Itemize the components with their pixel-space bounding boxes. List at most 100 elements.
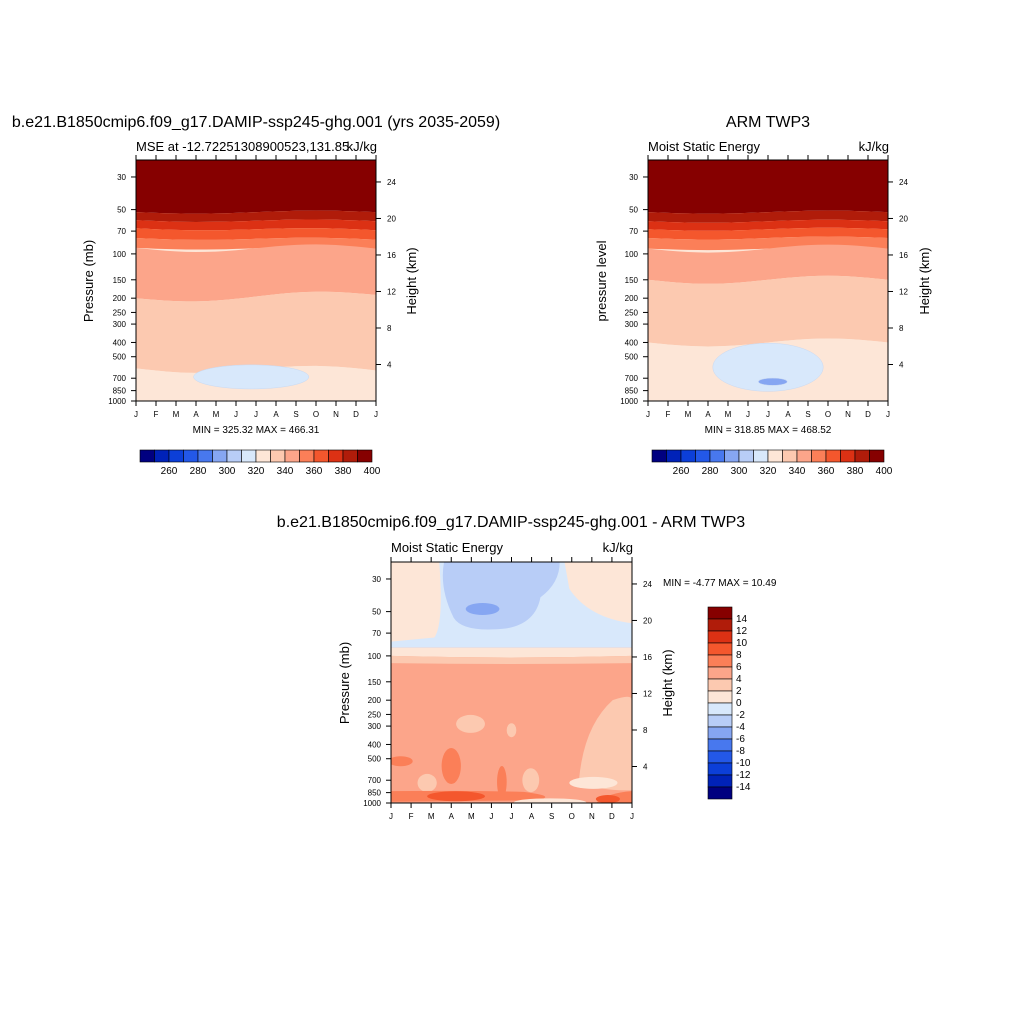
y-axis-label: Pressure (mb) (81, 240, 96, 322)
y-tick-label: 500 (113, 353, 127, 362)
panel-units: kJ/kg (347, 139, 377, 154)
y-tick-label: 300 (368, 722, 382, 731)
colorbar-swatch (139, 449, 155, 463)
colorbar-swatch (357, 449, 373, 463)
colorbar-swatch (707, 774, 733, 788)
x-tick-label: J (389, 812, 393, 821)
x-tick-label: F (666, 410, 671, 419)
colorbar-label: 14 (736, 614, 748, 625)
colorbar-swatch (212, 449, 228, 463)
y-tick-label: 300 (625, 320, 639, 329)
x-tick-label: N (845, 410, 851, 419)
y-tick-label: 150 (113, 276, 127, 285)
min-max-stats: MIN = 318.85 MAX = 468.52 (705, 425, 832, 436)
colorbar-label: 12 (736, 626, 748, 637)
colorbar-swatch (753, 449, 769, 463)
colorbar-label: 8 (736, 650, 742, 661)
x-tick-label: J (886, 410, 890, 419)
contour-field (391, 562, 632, 803)
colorbar-label: 320 (248, 466, 265, 477)
contour-cell (578, 696, 632, 791)
y-tick-label: 400 (625, 338, 639, 347)
panel-subtitle: Moist Static Energy (391, 540, 503, 555)
colorbar-swatch (651, 449, 667, 463)
contour-cell (391, 756, 413, 767)
y-tick-label: 250 (368, 710, 382, 719)
contour-band (136, 244, 376, 302)
colorbar-swatch (695, 449, 711, 463)
x-tick-label: J (646, 410, 650, 419)
colorbar-swatch (707, 762, 733, 776)
colorbar-swatch (738, 449, 754, 463)
y2-tick-label: 24 (899, 178, 908, 187)
colorbar-swatch (707, 654, 733, 668)
y-tick-label: 50 (629, 206, 638, 215)
contour-cell (712, 342, 824, 392)
x-tick-label: M (213, 410, 220, 419)
y2-tick-label: 16 (899, 251, 908, 260)
panel-units: kJ/kg (603, 540, 633, 555)
y-tick-label: 70 (629, 227, 638, 236)
colorbar-label: -12 (736, 770, 751, 781)
x-tick-label: M (468, 812, 475, 821)
colorbar-label: -2 (736, 710, 745, 721)
y2-tick-label: 4 (899, 360, 904, 369)
y-tick-label: 50 (117, 206, 126, 215)
colorbar-swatch (313, 449, 329, 463)
y2-tick-label: 24 (643, 580, 652, 589)
colorbar-swatch (709, 449, 725, 463)
colorbar-swatch (299, 449, 315, 463)
x-tick-label: J (134, 410, 138, 419)
panel-title: b.e21.B1850cmip6.f09_g17.DAMIP-ssp245-gh… (12, 114, 500, 131)
y-tick-label: 700 (368, 776, 382, 785)
x-tick-label: F (409, 812, 414, 821)
colorbar-label: 380 (335, 466, 352, 477)
y2-tick-label: 4 (643, 762, 648, 771)
contour-cell (391, 647, 632, 658)
x-tick-label: O (825, 410, 831, 419)
x-tick-label: D (353, 410, 359, 419)
contour-cell (456, 714, 485, 733)
colorbar-swatch (767, 449, 783, 463)
colorbar-swatch (707, 690, 733, 704)
x-tick-label: M (685, 410, 692, 419)
contour-band (648, 244, 888, 284)
contour-cell (391, 562, 441, 642)
colorbar-swatch (707, 714, 733, 728)
y2-tick-label: 8 (899, 324, 904, 333)
contour-cell (193, 364, 310, 390)
x-tick-label: J (766, 410, 770, 419)
x-tick-label: O (313, 410, 319, 419)
y-tick-label: 400 (368, 740, 382, 749)
contour-band (648, 227, 888, 240)
y-tick-label: 250 (625, 308, 639, 317)
y-tick-label: 1000 (363, 799, 381, 808)
y2-tick-label: 20 (899, 214, 908, 223)
y-tick-label: 200 (113, 294, 127, 303)
contour-cell (497, 766, 507, 799)
colorbar-swatch (666, 449, 682, 463)
x-tick-label: J (510, 812, 514, 821)
y2-tick-label: 20 (643, 616, 652, 625)
contour-field (648, 160, 888, 401)
colorbar-swatch (707, 702, 733, 716)
y2-tick-label: 12 (643, 689, 652, 698)
colorbar-swatch (707, 642, 733, 656)
y-tick-label: 100 (113, 250, 127, 259)
y2-tick-label: 12 (899, 287, 908, 296)
y2-tick-label: 8 (643, 726, 648, 735)
colorbar-swatch (168, 449, 184, 463)
axis-ticks: J F M A M J J A S O N D J 30 50 70 100 150 200 250 300 400 500… (108, 155, 396, 419)
colorbar-label: 380 (847, 466, 864, 477)
colorbar-label: 320 (760, 466, 777, 477)
y-tick-label: 300 (113, 320, 127, 329)
colorbar-swatch (707, 738, 733, 752)
colorbar-swatch (707, 606, 733, 620)
y-tick-label: 1000 (108, 397, 126, 406)
x-tick-label: J (489, 812, 493, 821)
colorbar-swatch (707, 618, 733, 632)
y2-tick-label: 8 (387, 324, 392, 333)
x-tick-label: D (865, 410, 871, 419)
